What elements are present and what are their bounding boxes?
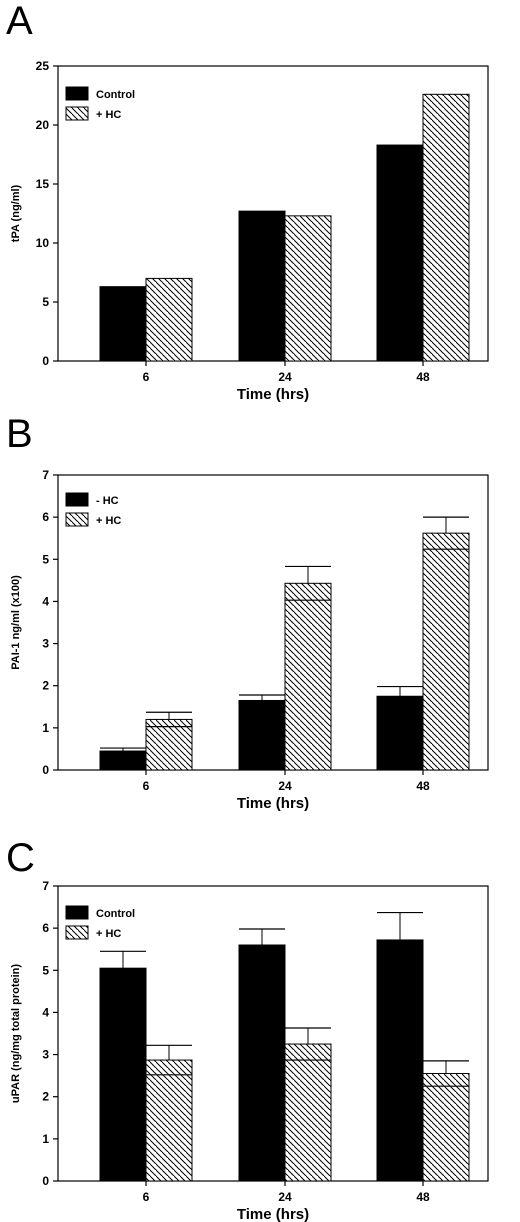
panel-b-ytick-label: 0 (42, 763, 49, 777)
panel-a-bar-s2-24 (284, 215, 332, 362)
panel-b-ylabel: PAI-1 ng/ml (x100) (10, 575, 22, 670)
panel-a-ytick-label: 10 (36, 236, 50, 250)
panel-b-letter: B (6, 412, 33, 456)
panel-c-ytick-label: 4 (42, 1005, 49, 1019)
panel-b-legend-swatch-2 (65, 512, 89, 527)
panel-a-ytick-label: 5 (42, 295, 49, 309)
panel-c-bar-s2-24 (284, 1043, 332, 1182)
panel-c-ytick-label: 6 (42, 921, 49, 935)
panel-a-bar-s1-24 (238, 210, 286, 362)
panel-b-bar-s2-6 (145, 718, 193, 771)
panel-c-bar-s2-6 (145, 1059, 193, 1182)
panel-b: B 0 1 2 3 4 5 6 7 6 24 48 - HC + HC Time (hrs) PAI-1 n… (6, 412, 489, 812)
panel-c-legend-label-2: + HC (96, 928, 121, 940)
panel-a-xtick-label: 48 (416, 370, 430, 384)
panel-b-bar-s2-24 (284, 582, 332, 771)
panel-c-bar-s2-48 (422, 1073, 470, 1182)
panel-b-bar-s1-6 (99, 750, 147, 771)
panel-b-ytick-label: 1 (42, 721, 49, 735)
panel-c-ylabel: uPAR (ng/mg total protein) (10, 964, 22, 1103)
panel-c-bar-s1-6 (99, 967, 147, 1182)
panel-a-ytick-label: 25 (36, 59, 50, 73)
panel-b-plot: 0 1 2 3 4 5 6 7 6 24 48 - HC + HC Time (hrs) PAI-1 ng/… (10, 468, 489, 812)
panel-b-ytick-label: 7 (42, 468, 49, 482)
panel-a: A 0 5 10 15 20 25 6 24 48 Control + HC Time (hrs) tP… (6, 0, 489, 403)
panel-b-bar-s2-48 (422, 532, 470, 771)
panel-c-legend-swatch-2 (65, 925, 89, 940)
panel-c-legend-swatch-1 (65, 905, 89, 920)
panel-b-ytick-label: 5 (42, 552, 49, 566)
panel-b-ytick-label: 4 (42, 594, 49, 608)
panel-a-legend-label-1: Control (96, 89, 135, 101)
panel-b-legend-label-1: - HC (96, 495, 119, 507)
panel-b-bar-s1-48 (376, 695, 424, 771)
panel-c-ytick-label: 1 (42, 1132, 49, 1146)
panel-a-ylabel: tPA (ng/ml) (10, 184, 22, 242)
panel-c: C 0 1 2 3 4 5 6 7 6 24 48 Control + HC Time (hrs) uPAR… (6, 836, 489, 1222)
panel-c-bar-s1-24 (238, 944, 286, 1182)
panel-a-legend-swatch-2 (65, 106, 89, 121)
panel-a-xtick-label: 24 (278, 370, 292, 384)
panel-c-ytick-label: 2 (42, 1090, 49, 1104)
panel-c-xtick-label: 6 (143, 1190, 150, 1204)
panel-a-letter: A (6, 0, 33, 43)
panel-b-legend-swatch-1 (65, 492, 89, 507)
panel-a-ytick-label: 0 (42, 354, 49, 368)
panel-b-ytick-label: 2 (42, 679, 49, 693)
panel-a-bar-s1-6 (99, 286, 147, 362)
panel-a-ytick-label: 20 (36, 118, 50, 132)
panel-b-xtick-label: 48 (416, 779, 430, 793)
panel-c-ytick-label: 0 (42, 1174, 49, 1188)
panel-a-bar-s1-48 (376, 144, 424, 362)
panel-c-xtick-label: 24 (278, 1190, 292, 1204)
panel-c-letter: C (6, 836, 35, 880)
panel-c-ytick-label: 5 (42, 963, 49, 977)
panel-a-legend-label-2: + HC (96, 109, 121, 121)
panel-a-plot: 0 5 10 15 20 25 6 24 48 Control + HC Time (hrs) tPA … (10, 59, 489, 403)
panel-c-plot: 0 1 2 3 4 5 6 7 6 24 48 Control + HC Time (hrs) uPAR (… (10, 879, 489, 1222)
panel-a-bar-s2-6 (145, 277, 193, 362)
panel-c-xlabel: Time (hrs) (237, 1206, 309, 1222)
panel-c-ytick-label: 7 (42, 879, 49, 893)
panel-a-ytick-label: 15 (36, 177, 50, 191)
panel-c-legend-label-1: Control (96, 908, 135, 920)
panel-a-legend-swatch-1 (65, 86, 89, 101)
panel-c-bar-s1-48 (376, 939, 424, 1182)
panel-c-ytick-label: 3 (42, 1048, 49, 1062)
panel-c-xtick-label: 48 (416, 1190, 430, 1204)
panel-a-xlabel: Time (hrs) (237, 386, 309, 403)
panel-b-bar-s1-24 (238, 699, 286, 771)
panel-b-ytick-label: 6 (42, 510, 49, 524)
panel-b-xtick-label: 24 (278, 779, 292, 793)
panel-b-xtick-label: 6 (143, 779, 150, 793)
panel-a-xtick-label: 6 (143, 370, 150, 384)
panel-b-ytick-label: 3 (42, 637, 49, 651)
panel-a-bar-s2-48 (422, 93, 470, 362)
panel-b-xlabel: Time (hrs) (237, 795, 309, 812)
panel-b-legend-label-2: + HC (96, 515, 121, 527)
